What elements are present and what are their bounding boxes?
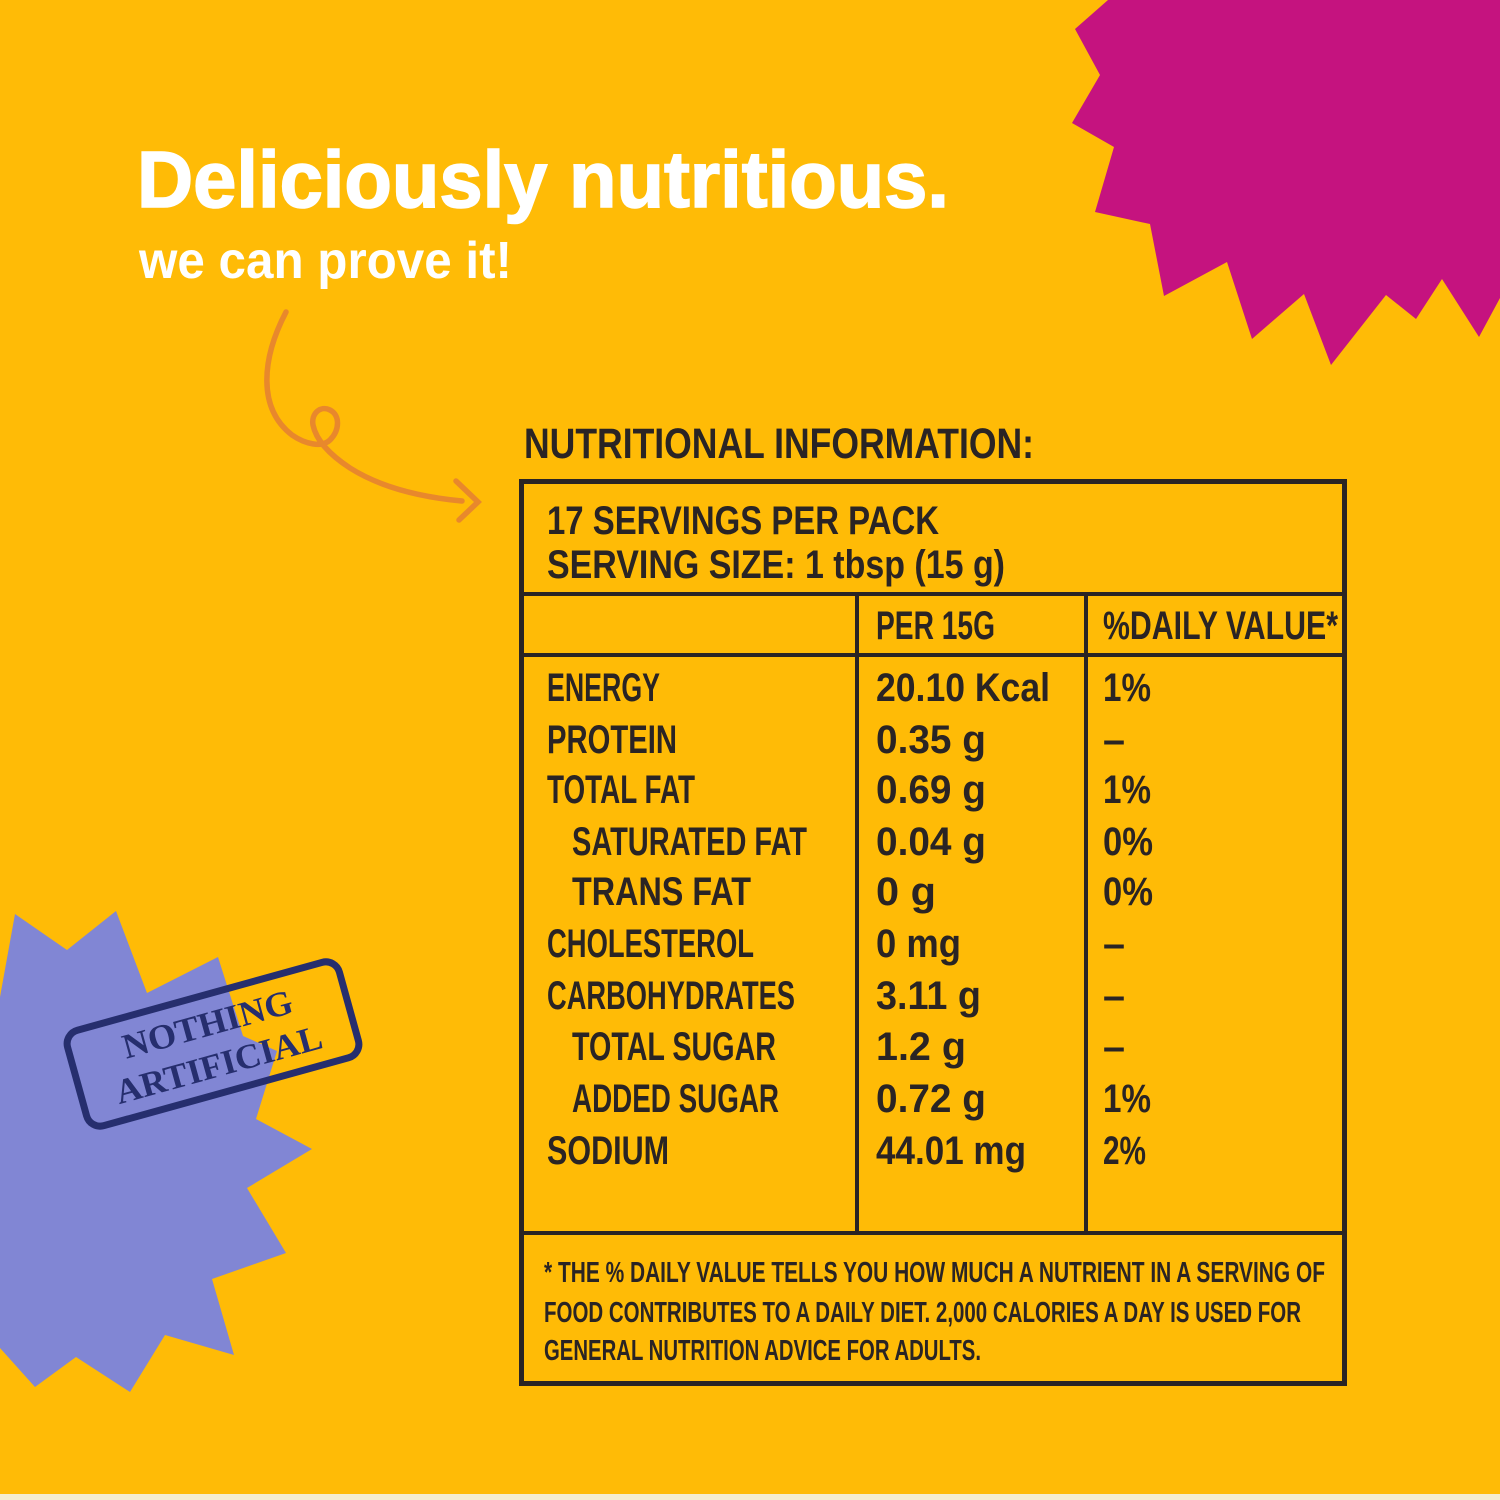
svg-text:1%: 1% <box>1103 768 1151 812</box>
svg-text:Deliciously nutritious.: Deliciously nutritious. <box>137 135 949 224</box>
svg-text:–: – <box>1103 974 1125 1018</box>
svg-text:3.11 g: 3.11 g <box>876 974 981 1018</box>
svg-text:–: – <box>1103 1025 1125 1069</box>
svg-text:44.01 mg: 44.01 mg <box>876 1129 1026 1173</box>
svg-text:0 g: 0 g <box>876 870 936 914</box>
svg-text:FOOD CONTRIBUTES TO A DAILY DI: FOOD CONTRIBUTES TO A DAILY DIET. 2,000 … <box>544 1297 1301 1329</box>
svg-text:SATURATED FAT: SATURATED FAT <box>572 820 807 864</box>
svg-text:TOTAL FAT: TOTAL FAT <box>547 768 695 812</box>
svg-text:ENERGY: ENERGY <box>547 666 660 710</box>
svg-text:we can prove it!: we can prove it! <box>138 232 512 290</box>
svg-text:GENERAL NUTRITION ADVICE FOR A: GENERAL NUTRITION ADVICE FOR ADULTS. <box>544 1335 981 1367</box>
svg-text:0.69 g: 0.69 g <box>876 768 986 812</box>
svg-text:* THE % DAILY VALUE TELLS YOU: * THE % DAILY VALUE TELLS YOU HOW MUCH A… <box>544 1257 1325 1289</box>
svg-text:2%: 2% <box>1103 1129 1146 1173</box>
svg-text:SODIUM: SODIUM <box>547 1129 669 1173</box>
svg-text:NUTRITIONAL INFORMATION:: NUTRITIONAL INFORMATION: <box>524 420 1034 468</box>
svg-text:1%: 1% <box>1103 666 1151 710</box>
svg-text:PER 15G: PER 15G <box>876 604 995 648</box>
svg-text:ADDED SUGAR: ADDED SUGAR <box>572 1077 779 1121</box>
svg-text:17 SERVINGS PER PACK: 17 SERVINGS PER PACK <box>547 499 939 543</box>
svg-text:0.04 g: 0.04 g <box>876 820 986 864</box>
svg-text:0 mg: 0 mg <box>876 922 961 966</box>
svg-text:SERVING SIZE: 1 tbsp (15 g): SERVING SIZE: 1 tbsp (15 g) <box>547 543 1005 587</box>
svg-text:–: – <box>1103 922 1125 966</box>
svg-text:20.10 Kcal: 20.10 Kcal <box>876 666 1050 710</box>
svg-text:%DAILY VALUE*: %DAILY VALUE* <box>1103 604 1338 648</box>
svg-text:0.35 g: 0.35 g <box>876 718 986 762</box>
svg-text:TOTAL SUGAR: TOTAL SUGAR <box>572 1025 776 1069</box>
svg-text:0.72 g: 0.72 g <box>876 1077 986 1121</box>
svg-text:–: – <box>1103 718 1125 762</box>
svg-text:0%: 0% <box>1103 820 1153 864</box>
svg-text:CHOLESTEROL: CHOLESTEROL <box>547 922 754 966</box>
svg-text:1%: 1% <box>1103 1077 1151 1121</box>
svg-text:PROTEIN: PROTEIN <box>547 718 677 762</box>
svg-text:CARBOHYDRATES: CARBOHYDRATES <box>547 974 795 1018</box>
svg-text:0%: 0% <box>1103 870 1153 914</box>
svg-text:TRANS FAT: TRANS FAT <box>572 870 751 914</box>
svg-text:1.2 g: 1.2 g <box>876 1025 966 1069</box>
